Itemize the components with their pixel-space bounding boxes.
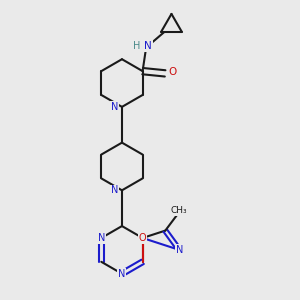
Text: N: N <box>111 102 118 112</box>
Text: O: O <box>139 233 146 243</box>
Text: CH₃: CH₃ <box>170 206 187 215</box>
Text: H: H <box>133 41 140 51</box>
Text: N: N <box>118 269 126 279</box>
Text: N: N <box>111 185 118 195</box>
Text: N: N <box>176 245 183 255</box>
Text: N: N <box>144 41 152 51</box>
Text: O: O <box>169 67 177 76</box>
Text: N: N <box>98 233 105 243</box>
